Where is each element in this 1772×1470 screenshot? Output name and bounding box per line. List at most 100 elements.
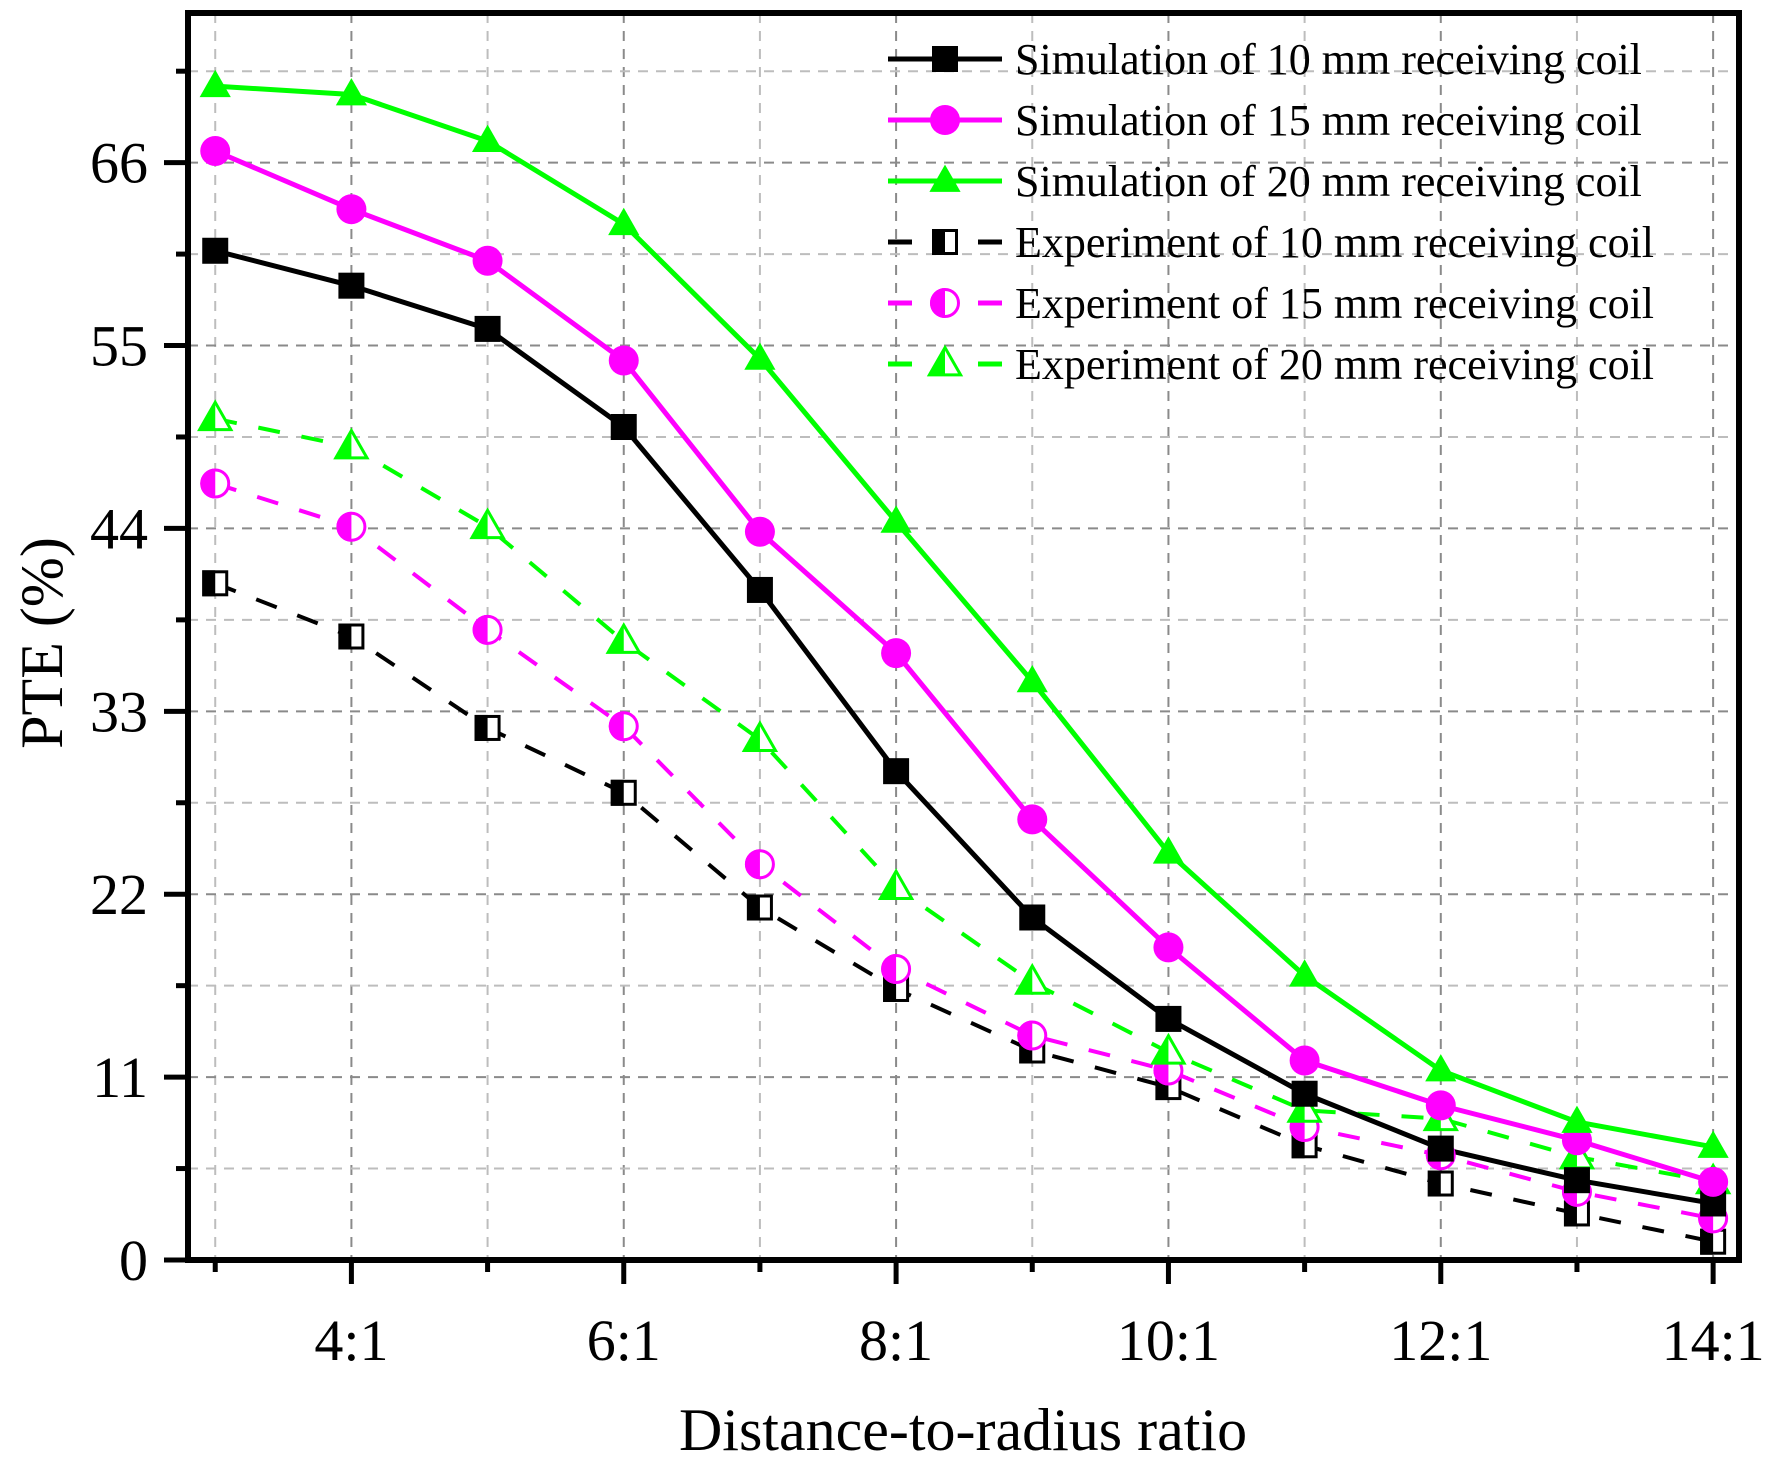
data-point-marker	[1019, 904, 1046, 931]
marker-fill-half	[930, 288, 945, 318]
legend-item: Simulation of 15 mm receiving coil	[888, 96, 1642, 145]
data-point-marker	[1286, 1090, 1323, 1123]
marker-fill-half	[1016, 965, 1033, 994]
legend-label: Simulation of 20 mm receiving coil	[1015, 157, 1642, 206]
marker-fill	[1425, 1090, 1456, 1121]
data-point-marker	[1289, 959, 1321, 987]
marker-fill-half	[932, 229, 945, 255]
data-point-marker	[197, 399, 234, 432]
data-point-marker	[1697, 1130, 1729, 1158]
y-tick-label: 55	[90, 314, 148, 379]
data-point-marker	[1561, 1105, 1593, 1133]
marker-fill	[746, 576, 773, 603]
data-point-marker	[881, 954, 912, 985]
marker-fill-half	[202, 570, 216, 597]
data-point-marker	[474, 714, 501, 741]
data-point-marker	[608, 207, 640, 236]
legend-marker	[932, 229, 958, 255]
data-point-marker	[1563, 1200, 1590, 1227]
data-point-marker	[336, 511, 367, 542]
data-point-marker	[199, 69, 231, 98]
series-markers	[197, 69, 1732, 1255]
data-point-marker	[605, 622, 642, 654]
marker-fill	[929, 164, 961, 192]
data-point-marker	[1425, 1090, 1456, 1121]
marker-fill	[335, 78, 368, 106]
data-point-marker	[1155, 1005, 1182, 1032]
y-tick-label: 66	[90, 131, 148, 196]
marker-fill-half	[336, 511, 352, 542]
marker-fill-half	[1563, 1200, 1577, 1227]
marker-fill-half	[746, 894, 760, 921]
marker-fill	[608, 345, 639, 376]
marker-fill-half	[1561, 1140, 1577, 1168]
y-tick-labels: 0 11 22 33 44 55 66	[90, 131, 148, 1293]
marker-fill	[744, 516, 775, 547]
marker-fill-half	[610, 779, 624, 806]
marker-fill	[880, 505, 912, 533]
marker-fill	[338, 272, 365, 299]
legend-marker	[926, 344, 964, 377]
marker-fill	[930, 105, 960, 135]
data-point-marker	[1563, 1167, 1590, 1194]
data-point-marker	[610, 779, 637, 806]
data-point-marker	[1289, 1045, 1320, 1076]
marker-fill	[1016, 665, 1048, 693]
data-point-marker	[335, 78, 368, 106]
data-point-marker	[610, 414, 637, 441]
data-point-marker	[608, 345, 639, 376]
data-point-marker	[1700, 1228, 1727, 1255]
data-point-marker	[471, 124, 504, 152]
legend-marker	[932, 46, 958, 72]
marker-fill	[1155, 1005, 1182, 1032]
legend: Simulation of 10 mm receiving coil Simula…	[888, 35, 1654, 389]
legend-label: Simulation of 15 mm receiving coil	[1015, 96, 1642, 145]
data-point-marker	[1016, 665, 1048, 693]
data-point-marker	[469, 507, 506, 540]
legend-label: Simulation of 10 mm receiving coil	[1015, 35, 1642, 84]
data-point-marker	[608, 711, 639, 742]
marker-fill	[608, 207, 640, 236]
series-line	[214, 581, 1714, 1244]
data-point-marker	[338, 272, 365, 299]
legend-item: Experiment of 20 mm receiving coil	[888, 340, 1654, 389]
data-point-marker	[202, 237, 229, 264]
marker-fill	[1561, 1105, 1593, 1133]
legend-marker	[930, 105, 960, 135]
y-axis-title: PTE (%)	[9, 537, 75, 749]
marker-fill	[1019, 904, 1046, 931]
marker-fill	[1425, 1054, 1457, 1082]
x-axis-title: Distance-to-radius ratio	[679, 1397, 1247, 1463]
marker-fill-half	[744, 849, 760, 880]
legend-label: Experiment of 15 mm receiving coil	[1015, 279, 1654, 328]
data-point-marker	[744, 516, 775, 547]
marker-fill	[881, 638, 912, 669]
x-tick-label: 6:1	[587, 1308, 661, 1373]
legend-label: Experiment of 10 mm receiving coil	[1015, 218, 1654, 267]
x-tick-label: 4:1	[314, 1308, 388, 1373]
data-point-marker	[202, 570, 229, 597]
marker-fill-half	[608, 711, 624, 742]
y-tick-label: 11	[92, 1045, 148, 1110]
marker-fill-half	[1017, 1020, 1033, 1051]
data-point-marker	[881, 638, 912, 669]
marker-fill	[200, 136, 231, 167]
marker-fill	[1289, 1045, 1320, 1076]
y-tick-label: 22	[90, 862, 148, 927]
data-point-marker	[741, 720, 779, 753]
legend-marker	[930, 288, 960, 318]
marker-fill	[1153, 932, 1184, 963]
data-point-marker	[1427, 1170, 1454, 1197]
marker-fill-half	[472, 614, 488, 645]
marker-fill-half	[1427, 1170, 1441, 1197]
data-point-marker	[744, 342, 776, 370]
marker-fill	[1017, 804, 1048, 835]
series-line	[215, 83, 1714, 1150]
data-point-marker	[1152, 836, 1185, 864]
data-point-marker	[200, 468, 231, 499]
series-line	[214, 416, 1714, 1184]
marker-fill	[202, 237, 229, 264]
y-tick-label: 0	[119, 1228, 148, 1293]
